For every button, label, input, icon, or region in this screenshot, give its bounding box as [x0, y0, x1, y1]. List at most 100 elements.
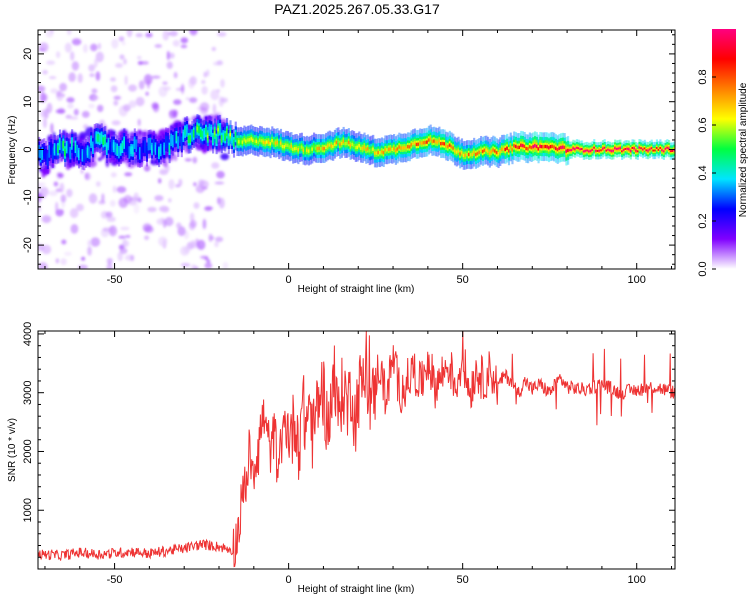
spectrogram-cell: [124, 254, 134, 261]
spectrogram-ridge-cell: [311, 147, 314, 151]
spectrogram-ridge-cell: [225, 130, 229, 134]
spectrogram-ridge-cell: [259, 138, 262, 142]
spectrogram-ridge-cell: [520, 143, 523, 147]
spectrogram-cell: [109, 200, 116, 207]
spectrogram-ridge-cell: [532, 145, 535, 149]
spectrogram-cell: [66, 188, 73, 198]
spectrogram-ridge-cell: [621, 150, 624, 153]
spectrogram-cell: [128, 100, 137, 108]
spectrogram-ridge-cell: [196, 126, 199, 131]
spectrogram-ridge-cell: [514, 144, 518, 149]
spectrogram-cell: [40, 109, 46, 118]
spectrogram-ridge-cell: [119, 147, 122, 152]
spectrogram-cell: [173, 71, 178, 79]
spectrogram-ridge-cell: [172, 139, 175, 143]
spectrogram-ridge-cell: [72, 150, 75, 154]
spectrogram-ridge-cell: [459, 152, 462, 156]
spectrogram-ridge-cell: [462, 153, 465, 158]
x-tick-label: 50: [457, 574, 469, 586]
spectrogram-ridge-cell: [619, 147, 622, 150]
spectrogram-cell: [97, 42, 101, 50]
spectrogram-ridge-cell: [436, 140, 439, 144]
spectrogram-cell: [137, 61, 143, 65]
spectrogram-ridge-cell: [596, 149, 599, 152]
spectrogram-cell: [145, 32, 153, 38]
spectrogram-ridge-cell: [506, 146, 509, 150]
spectrogram-ridge-cell: [51, 151, 55, 156]
spectrogram-ridge-cell: [540, 144, 544, 149]
spectrogram-ridge-cell: [354, 145, 357, 150]
spectrogram-cell: [196, 239, 206, 250]
spectrogram-cell: [39, 42, 49, 52]
spectrogram-cell: [120, 226, 130, 231]
spectrogram-ridge-cell: [598, 149, 601, 152]
spectrogram-ridge-cell: [137, 151, 140, 155]
spectrogram-cell: [90, 43, 98, 52]
spectrogram-cell: [55, 51, 61, 59]
spectrogram-ridge-cell: [488, 151, 491, 155]
spectrogram-ridge-cell: [572, 147, 575, 150]
spectrogram-ridge-cell: [544, 144, 547, 149]
spectrogram-cell: [118, 105, 128, 117]
spectrogram-ridge-cell: [55, 148, 58, 152]
spectrogram-cell: [87, 239, 91, 247]
spectrogram-cell: [203, 71, 207, 78]
spectrogram-ridge-cell: [133, 141, 136, 145]
colorbar-ticks: 0.0 0.2 0.4 0.6 0.8: [697, 69, 716, 277]
spectrogram-ridge-cell: [246, 138, 249, 142]
y-tick-label: 10: [22, 96, 34, 108]
y-tick-label: 4000: [22, 322, 34, 346]
spectrogram-ridge-cell: [93, 136, 96, 140]
spectrogram-ridge-cell: [537, 147, 540, 151]
spectrogram-ridge-cell: [525, 146, 528, 151]
spectrogram-ridge-cell: [493, 149, 497, 153]
spectrogram-ridge-cell: [316, 146, 319, 151]
spectrogram-ridge-cell: [581, 148, 584, 151]
spectrogram-cell: [117, 130, 122, 142]
spectrogram-ridge-cell: [194, 130, 197, 134]
spectrogram-cell: [77, 73, 83, 83]
snr-series-line: [38, 331, 675, 568]
spectrogram-cell: [101, 153, 105, 160]
spectrogram-cell: [180, 37, 189, 44]
spectrogram-ridge-cell: [314, 146, 317, 150]
spectrogram-ridge-cell: [166, 140, 169, 145]
spectrogram-ridge-cell: [640, 147, 643, 150]
spectrogram-ridge-cell: [272, 141, 276, 145]
spectrogram-ridge-cell: [587, 150, 591, 153]
spectrogram-ridge-cell: [628, 148, 631, 151]
spectrogram-ridge-cell: [457, 149, 460, 153]
spectrogram-cell: [195, 184, 205, 194]
spectrogram-ridge-cell: [636, 150, 639, 153]
spectrogram-ridge-cell: [605, 149, 608, 152]
spectrogram-cell: [121, 41, 126, 46]
spectrogram-ridge-cell: [250, 137, 253, 141]
spectrogram-cell: [123, 58, 127, 65]
spectrogram-ridge-cell: [299, 145, 302, 150]
spectrogram-ridge-cell: [422, 141, 425, 145]
spectrogram-ridge-cell: [158, 151, 161, 155]
spectrogram-ridge-cell: [659, 146, 662, 149]
spectrogram-ridge-cell: [212, 137, 215, 141]
spectrogram-ridge-cell: [323, 147, 326, 151]
spectrogram-ridge-cell: [62, 143, 65, 147]
spectrogram-ridge-cell: [448, 143, 451, 147]
spectrogram-cell: [158, 178, 162, 184]
spectrogram-cell: [76, 203, 84, 212]
spectrogram-cell: [206, 69, 210, 77]
spectrogram-cell: [71, 38, 82, 46]
x-tick-label: 100: [628, 574, 646, 586]
spectrogram-ridge-cell: [415, 142, 418, 147]
spectrogram-ridge-cell: [499, 150, 502, 154]
spectrogram-panel: -50 0 50 100 -20 -10 0 10 20 Height of straight…: [7, 29, 676, 295]
spectrogram-cell: [186, 97, 189, 101]
spectrogram-cell: [220, 153, 230, 161]
spectrogram-ridge-cell: [401, 146, 404, 150]
spectrogram-cell: [169, 30, 178, 37]
spectrogram-ridge-cell: [356, 145, 359, 149]
spectrogram-ridge-cell: [643, 147, 646, 150]
spectrogram-ridge-cell: [347, 140, 350, 145]
spectrogram-ridge-cell: [492, 148, 495, 152]
spectrogram-ridge-cell: [542, 145, 545, 149]
spectrogram-ridge-cell: [326, 144, 330, 148]
